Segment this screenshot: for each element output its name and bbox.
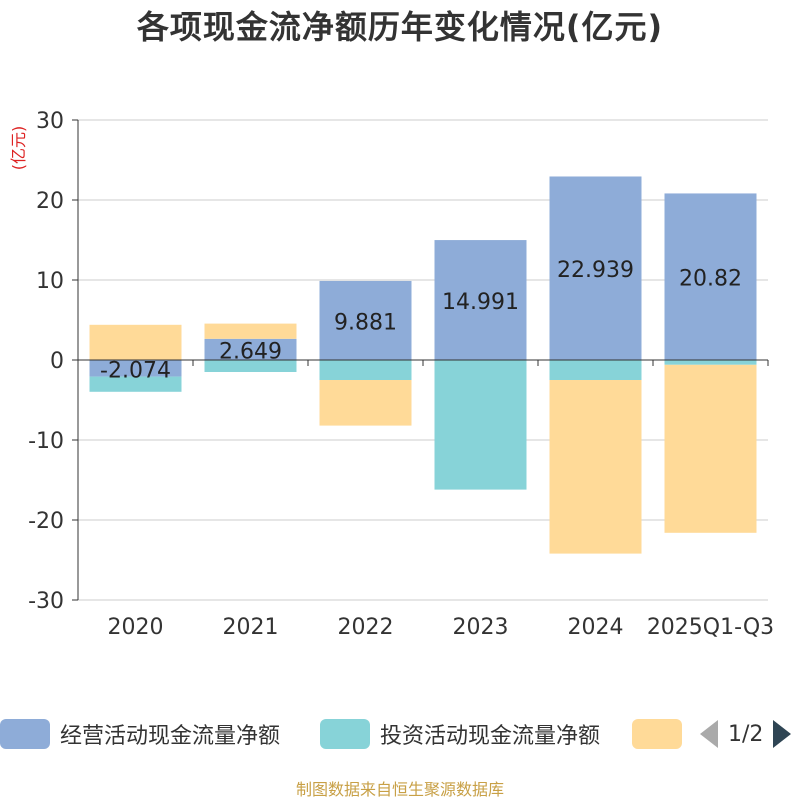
bar-series1-2023 [434, 360, 527, 490]
chart-title: 各项现金流净额历年变化情况(亿元) [136, 8, 664, 46]
legend-item-operating[interactable]: 经营活动现金流量净额 [0, 718, 280, 750]
x-tick-label: 2024 [568, 615, 624, 640]
y-axis-label: (亿元) [9, 126, 28, 171]
y-tick-label: -20 [28, 509, 64, 534]
bar-series1-2020 [89, 376, 182, 392]
legend-swatch-operating [0, 719, 50, 749]
pager-prev-icon[interactable] [700, 720, 718, 748]
legend-label-operating: 经营活动现金流量净额 [60, 724, 281, 749]
bar-series2-2021 [204, 323, 297, 339]
bar-series2-2024 [549, 380, 642, 554]
bar-series0-2024 [549, 176, 642, 360]
data-label-2021: 2.649 [219, 339, 282, 364]
bar-series0-2021 [204, 338, 297, 360]
data-label-2020: -2.074 [100, 358, 171, 383]
pager-next-icon[interactable] [773, 720, 792, 748]
y-tick-label: -30 [28, 589, 64, 614]
source-note: 制图数据来自恒生聚源数据库 [295, 780, 504, 799]
legend-item-financing[interactable] [632, 718, 682, 750]
y-tick-label: 0 [50, 349, 64, 374]
bar-series0-2020 [89, 360, 182, 377]
data-label-2024: 22.939 [557, 258, 634, 283]
bar-series0-2022 [319, 280, 412, 360]
data-label-2023: 14.991 [442, 290, 519, 315]
y-tick-label: 10 [36, 269, 64, 294]
y-tick-label: 20 [36, 189, 64, 214]
y-tick-label: -10 [28, 429, 64, 454]
legend-swatch-investing [320, 719, 370, 749]
x-tick-label: 2020 [108, 615, 164, 640]
bar-series1-2024 [549, 360, 642, 380]
legend-label-investing: 投资活动现金流量净额 [380, 724, 601, 749]
data-label-2022: 9.881 [334, 310, 397, 335]
bar-series1-2025Q1-Q3 [664, 360, 757, 365]
y-tick-label: 30 [36, 109, 64, 134]
data-label-2025Q1-Q3: 20.82 [679, 267, 742, 292]
bar-series1-2021 [204, 360, 297, 372]
bar-series0-2025Q1-Q3 [664, 193, 757, 360]
legend-swatch-financing [632, 719, 682, 749]
x-tick-label: 2023 [453, 615, 509, 640]
x-tick-label: 2025Q1-Q3 [647, 615, 774, 640]
pager-text: 1/2 [728, 721, 764, 747]
x-tick-label: 2021 [223, 615, 279, 640]
bar-series1-2022 [319, 360, 412, 380]
x-tick-label: 2022 [338, 615, 394, 640]
bar-series2-2022 [319, 380, 412, 426]
bar-series2-2025Q1-Q3 [664, 364, 757, 533]
legend-item-investing[interactable]: 投资活动现金流量净额 [320, 718, 600, 750]
legend-pager: 1/2 [700, 718, 792, 750]
bar-series0-2023 [434, 240, 527, 360]
bar-series2-2020 [89, 324, 182, 360]
